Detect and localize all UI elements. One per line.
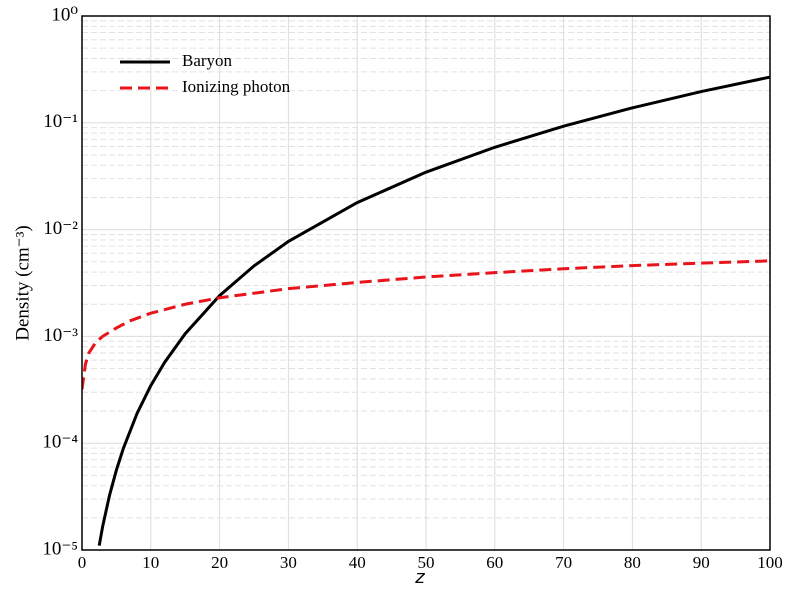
x-tick-label: 100 — [757, 553, 783, 572]
x-tick-label: 70 — [555, 553, 572, 572]
x-tick-label: 20 — [211, 553, 228, 572]
x-tick-label: 50 — [418, 553, 435, 572]
legend-label: Baryon — [182, 51, 233, 70]
x-axis-label: z — [414, 567, 425, 588]
y-tick-label: 10⁻¹ — [43, 111, 78, 132]
y-tick-label: 10⁰ — [51, 4, 78, 25]
y-tick-label: 10⁻³ — [43, 325, 78, 346]
x-tick-label: 80 — [624, 553, 641, 572]
x-tick-label: 60 — [486, 553, 503, 572]
plot-frame — [81, 15, 771, 551]
series-line — [82, 259, 770, 390]
x-tick-label: 10 — [142, 553, 159, 572]
y-tick-label: 10⁻⁴ — [42, 432, 78, 453]
series-line — [97, 75, 770, 546]
x-tick-label: 90 — [693, 553, 710, 572]
y-tick-label: 10⁻² — [43, 218, 78, 239]
x-tick-label: 0 — [78, 553, 87, 572]
y-tick-label: 10⁻⁵ — [42, 538, 78, 559]
legend-label: Ionizing photon — [182, 77, 291, 96]
x-tick-label: 30 — [280, 553, 297, 572]
y-axis-label: Density (cm⁻³) — [12, 225, 33, 340]
x-tick-label: 40 — [349, 553, 366, 572]
